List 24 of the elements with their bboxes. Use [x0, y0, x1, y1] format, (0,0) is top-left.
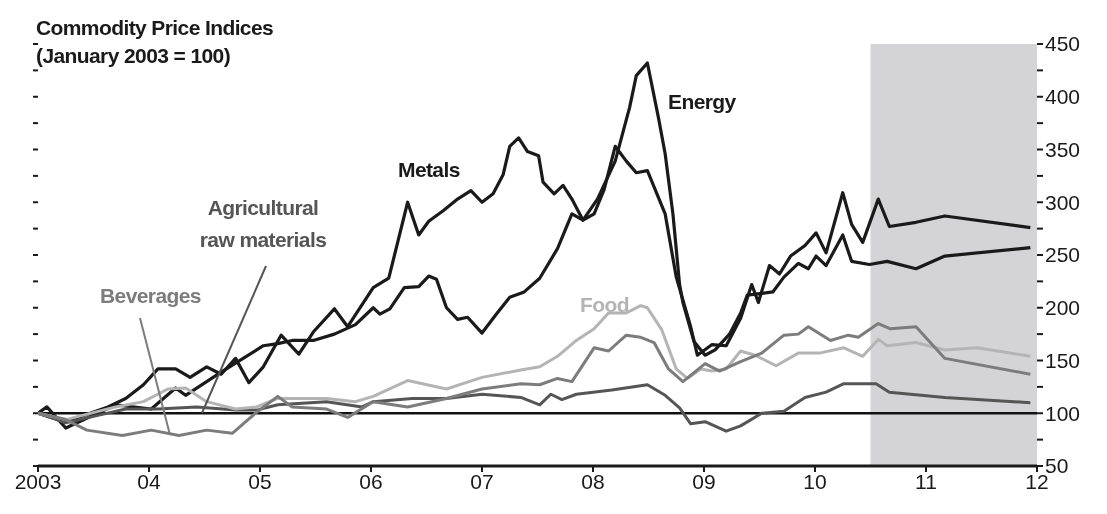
x-tick-label: 07	[470, 469, 494, 493]
x-tick-label: 04	[137, 469, 161, 493]
x-tick-label: 10	[803, 469, 827, 493]
y-tick-label: 400	[1045, 85, 1081, 109]
y-tick-label: 100	[1045, 401, 1081, 425]
y-tick-label: 250	[1045, 243, 1081, 267]
series-label: Metals	[398, 157, 460, 183]
y-tick-label: 300	[1045, 190, 1081, 214]
text: Beverages	[100, 283, 201, 309]
series-label: Food	[580, 292, 629, 318]
x-tick-label: 06	[359, 469, 383, 493]
text: Agricultural raw materials	[198, 195, 328, 253]
y-tick-label: 200	[1045, 296, 1081, 320]
x-tick-label: 11	[915, 469, 937, 493]
chart-title: Commodity Price Indices	[36, 15, 274, 41]
y-tick-label: 350	[1045, 137, 1081, 161]
x-tick-label: 2003	[14, 469, 62, 493]
y-tick-label: 450	[1045, 32, 1081, 56]
x-tick-label: 09	[692, 469, 716, 493]
series-label: Energy	[668, 89, 736, 115]
x-tick-label: 08	[581, 469, 605, 493]
chart-subtitle: (January 2003 = 100)	[36, 43, 232, 69]
y-tick-label: 150	[1045, 348, 1081, 372]
x-tick-label: 05	[248, 469, 272, 493]
